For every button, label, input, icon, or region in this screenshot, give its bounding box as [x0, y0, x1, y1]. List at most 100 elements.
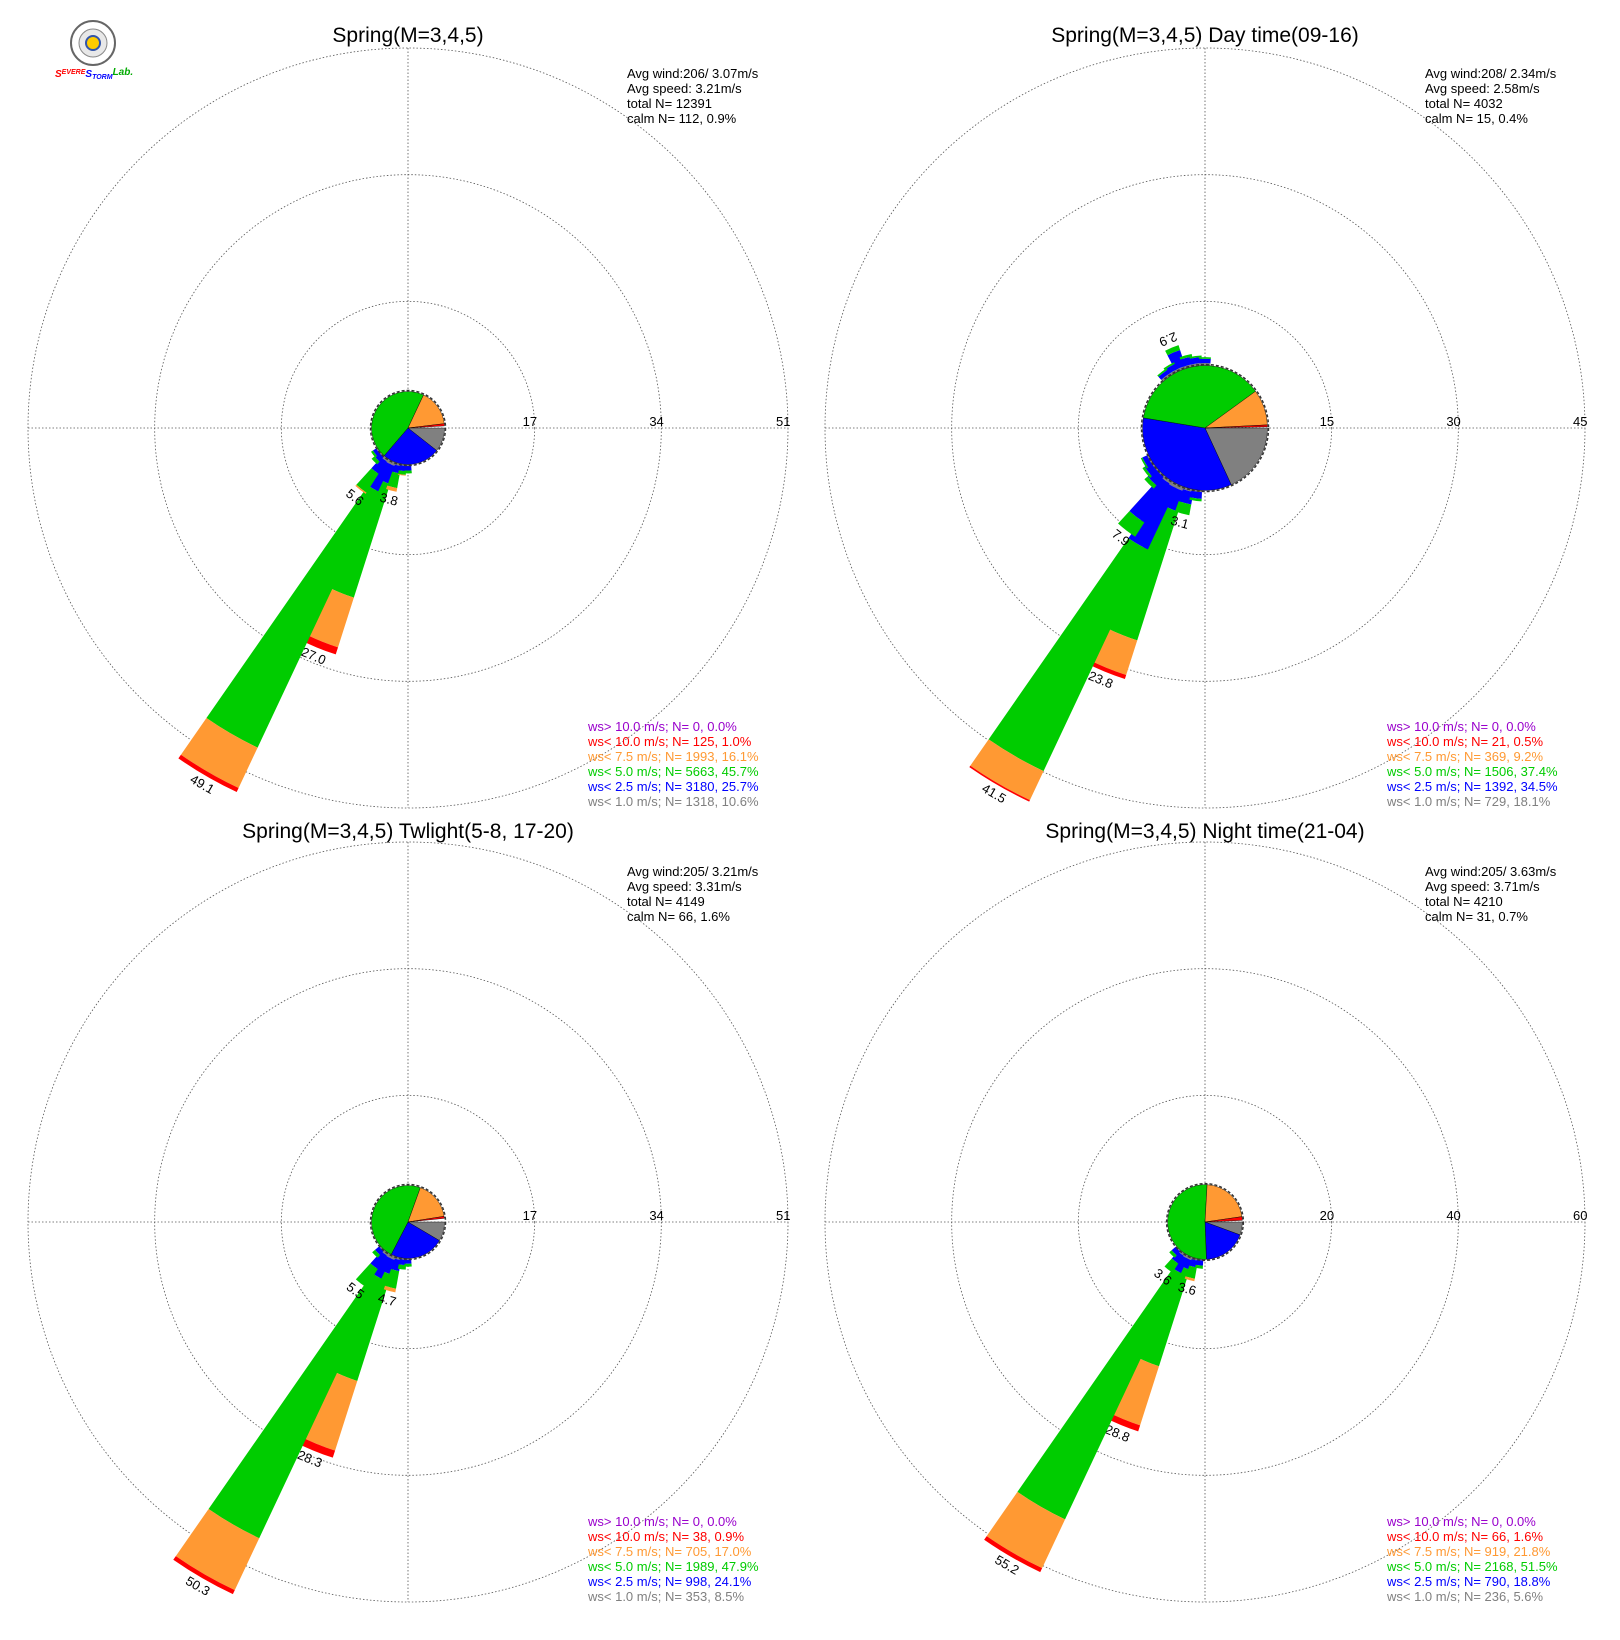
- logo-text-s2: S: [85, 69, 92, 80]
- petal-segment: [1179, 354, 1193, 360]
- petal-segment: [1178, 489, 1194, 505]
- hub-pie-slice: [383, 427, 437, 465]
- stat-line: calm N= 31, 0.7%: [1425, 909, 1528, 924]
- hub-pie-slice: [407, 1216, 445, 1223]
- petal-segment: [371, 450, 378, 458]
- petal-segment: [988, 538, 1148, 772]
- petal-segment: [370, 1251, 387, 1270]
- legend-entry: ws> 10.0 m/s; N= 0, 0.0%: [587, 719, 737, 734]
- windrose-panel: Spring(M=3,4,5) Day time(09-16)15 30 4523.…: [824, 24, 1587, 809]
- ring-tick-label: 17: [523, 414, 537, 429]
- petal-value-label: 2.9: [1157, 329, 1179, 350]
- logo-text-lab: Lab.: [113, 67, 134, 78]
- windrose-panel: Spring(M=3,4,5) Twlight(5-8, 17-20) 17 34 5…: [27, 820, 790, 1604]
- petal-segment: [1199, 358, 1211, 364]
- petal-segment: [969, 765, 1030, 802]
- petal-value-label: 3.6: [1176, 1279, 1197, 1298]
- petal-segment: [1135, 1266, 1190, 1367]
- petal-segment: [1128, 482, 1177, 550]
- legend-entry: ws< 10.0 m/s; N= 66, 1.6%: [1386, 1529, 1544, 1544]
- petal-segment: [1189, 355, 1202, 359]
- petal-segment: [984, 1536, 1043, 1573]
- petal-segment: [970, 739, 1044, 801]
- petal-segment: [372, 1255, 391, 1279]
- petal-segment: [1167, 349, 1186, 371]
- legend-entry: ws< 7.5 m/s; N= 369, 9.2%: [1386, 749, 1544, 764]
- hub-outline: [1140, 363, 1270, 493]
- hub-pie-slice: [1142, 417, 1232, 491]
- petal-segment: [1140, 457, 1149, 469]
- legend-entry: ws< 1.0 m/s; N= 1318, 10.6%: [587, 794, 759, 809]
- petal-segment: [206, 485, 379, 748]
- petal-segment: [386, 485, 398, 492]
- chart-title: Spring(M=3,4,5) Twlight(5-8, 17-20): [242, 820, 574, 843]
- petal-segment: [1189, 497, 1202, 502]
- petal-segment: [387, 471, 400, 489]
- ring-tick-label: 45: [1573, 414, 1587, 429]
- stat-line: total N= 4032: [1425, 96, 1503, 111]
- petal-segment: [986, 1491, 1066, 1569]
- petal-segment: [1189, 490, 1202, 499]
- ring-tick-label: 51: [776, 1208, 790, 1223]
- petal-segment: [404, 1263, 412, 1267]
- petal-segment: [404, 1259, 412, 1264]
- petal-segment: [1169, 1250, 1177, 1258]
- petal-segment: [1165, 345, 1181, 356]
- stat-line: calm N= 15, 0.4%: [1425, 111, 1528, 126]
- petal-segment: [398, 1259, 407, 1266]
- hub-pie-slice: [407, 423, 445, 429]
- legend-entry: ws> 10.0 m/s; N= 0, 0.0%: [1386, 1514, 1536, 1529]
- hub-pie-slice: [390, 1221, 440, 1259]
- petal-segment: [1164, 1258, 1179, 1273]
- legend-entry: ws> 10.0 m/s; N= 0, 0.0%: [1386, 719, 1536, 734]
- petal-segment: [1195, 1264, 1203, 1269]
- ring-tick-label: 17: [523, 1208, 537, 1223]
- petal-segment: [1142, 466, 1152, 479]
- petal-segment: [372, 448, 380, 457]
- legend-entry: ws< 2.5 m/s; N= 790, 18.8%: [1386, 1574, 1551, 1589]
- petal-segment: [404, 465, 412, 471]
- logo-text-evere: EVERE: [62, 69, 86, 76]
- legend-entry: ws< 7.5 m/s; N= 705, 17.0%: [587, 1544, 752, 1559]
- range-ring: [280, 1094, 536, 1350]
- legend-entry: ws< 1.0 m/s; N= 353, 8.5%: [587, 1589, 745, 1604]
- petal-segment: [1189, 357, 1202, 365]
- hub-pie-slice: [1204, 424, 1268, 429]
- lab-logo: SEVERESTORMLab.: [55, 20, 134, 81]
- legend-entry: ws< 5.0 m/s; N= 1989, 47.9%: [587, 1559, 759, 1574]
- legend-entry: ws< 5.0 m/s; N= 2168, 51.5%: [1386, 1559, 1558, 1574]
- stat-line: Avg wind:206/ 3.07m/s: [627, 66, 759, 81]
- petal-value-label: 3.8: [378, 490, 399, 509]
- legend-entry: ws< 7.5 m/s; N= 919, 21.8%: [1386, 1544, 1551, 1559]
- chart-title: Spring(M=3,4,5) Day time(09-16): [1051, 24, 1359, 47]
- range-ring: [280, 300, 536, 556]
- hub-outline: [369, 1183, 447, 1261]
- stat-line: Avg wind:205/ 3.21m/s: [627, 864, 759, 879]
- logo-text-s1: S: [55, 69, 62, 80]
- stat-line: calm N= 112, 0.9%: [627, 111, 737, 126]
- legend-entry: ws< 5.0 m/s; N= 1506, 37.4%: [1386, 764, 1558, 779]
- petal-segment: [1017, 1268, 1182, 1520]
- petal-segment: [326, 480, 391, 598]
- petal-segment: [175, 1508, 260, 1591]
- petal-segment: [383, 1285, 396, 1293]
- petal-segment: [371, 457, 387, 474]
- hub-pie-slice: [1204, 1221, 1241, 1260]
- petal-segment: [1107, 1356, 1159, 1426]
- chart-title: Spring(M=3,4,5) Night time(21-04): [1045, 820, 1364, 843]
- legend-entry: ws< 10.0 m/s; N= 125, 1.0%: [587, 734, 752, 749]
- range-ring: [1077, 1094, 1333, 1350]
- hub-outline: [369, 389, 447, 467]
- stat-line: total N= 12391: [627, 96, 712, 111]
- stat-line: calm N= 66, 1.6%: [627, 909, 730, 924]
- petal-segment: [331, 1270, 392, 1382]
- petal-segment: [1171, 1251, 1184, 1264]
- ring-tick-label: 34: [649, 414, 663, 429]
- petal-segment: [1157, 368, 1168, 377]
- petal-segment: [374, 1246, 384, 1256]
- legend-entry: ws< 5.0 m/s; N= 5663, 45.7%: [587, 764, 759, 779]
- logo-seal-emblem: [85, 35, 101, 51]
- hub-pie-slice: [1204, 427, 1268, 485]
- stat-line: total N= 4149: [627, 894, 705, 909]
- petal-segment: [1171, 1246, 1181, 1256]
